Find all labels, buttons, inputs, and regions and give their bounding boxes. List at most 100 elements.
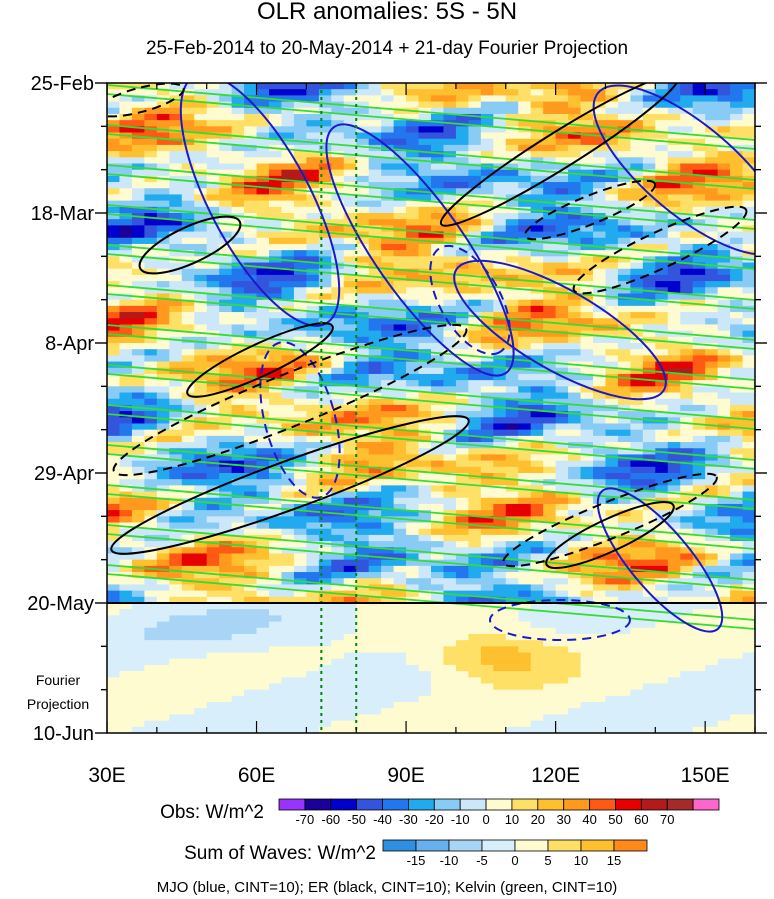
heatmap-cell (742, 213, 755, 220)
heatmap-cell (206, 404, 220, 412)
heatmap-cell (468, 386, 482, 394)
heatmap-cell (568, 120, 582, 127)
heatmap-cell (194, 448, 208, 456)
heatmap-cell (181, 138, 195, 146)
heatmap-cell (418, 367, 432, 375)
heatmap-cell (505, 274, 519, 282)
heatmap-cell (269, 603, 283, 610)
heatmap-cell (381, 95, 395, 103)
heatmap-cell (281, 237, 295, 245)
heatmap-cell (418, 206, 432, 214)
heatmap-cell (368, 206, 382, 214)
heatmap-cell (269, 386, 283, 394)
heatmap-cell (381, 188, 395, 196)
heatmap-cell (368, 132, 382, 140)
heatmap-cell (156, 596, 170, 604)
heatmap-cell (331, 237, 345, 245)
heatmap-cell (593, 485, 607, 493)
heatmap-cell (692, 534, 706, 542)
heatmap-cell (356, 83, 370, 90)
heatmap-cell (343, 200, 357, 208)
heatmap-cell (306, 503, 320, 511)
heatmap-cell (368, 355, 382, 363)
heatmap-cell (281, 120, 295, 127)
heatmap-cell (468, 287, 482, 295)
heatmap-cell (194, 411, 208, 418)
heatmap-cell (406, 120, 420, 127)
heatmap-cell (443, 454, 457, 462)
heatmap-cell (505, 237, 519, 245)
heatmap-cell (642, 274, 656, 282)
heatmap-cell (181, 565, 195, 573)
heatmap-cell (605, 411, 619, 418)
heatmap-cell (580, 516, 594, 524)
heatmap-cell (169, 491, 183, 499)
heatmap-cell (318, 392, 332, 400)
heatmap-cell (306, 126, 320, 134)
heatmap-cell (630, 225, 644, 233)
heatmap-cell (393, 138, 407, 146)
heatmap-cell (269, 417, 283, 425)
heatmap-cell (642, 646, 656, 654)
heatmap-cell (480, 373, 494, 381)
heatmap-cell (206, 466, 220, 474)
heatmap-cell (269, 120, 283, 127)
heatmap-cell (605, 361, 619, 369)
heatmap-cell (281, 423, 295, 431)
heatmap-cell (156, 144, 170, 152)
heatmap-cell (705, 219, 719, 226)
heatmap-cell (256, 398, 270, 406)
heatmap-cell (730, 312, 744, 319)
heatmap-cell (119, 373, 133, 381)
heatmap-cell (692, 188, 706, 196)
heatmap-cell (244, 287, 258, 295)
heatmap-cell (356, 584, 370, 592)
heatmap-cell (455, 268, 469, 276)
heatmap-cell (343, 126, 357, 134)
heatmap-cell (505, 243, 519, 251)
heatmap-cell (194, 200, 208, 208)
heatmap-cell (206, 157, 220, 165)
heatmap-cell (181, 182, 195, 189)
heatmap-cell (642, 169, 656, 177)
heatmap-cell (455, 603, 469, 610)
heatmap-cell (194, 206, 208, 214)
heatmap-cell (617, 169, 631, 177)
heatmap-cell (605, 442, 619, 449)
heatmap-cell (642, 95, 656, 103)
heatmap-cell (555, 89, 569, 96)
heatmap-cell (617, 572, 631, 579)
heatmap-cell (455, 454, 469, 462)
heatmap-cell (343, 503, 357, 511)
heatmap-cell (742, 497, 755, 505)
heatmap-cell (580, 627, 594, 635)
heatmap-cell (418, 547, 432, 555)
heatmap-cell (343, 194, 357, 202)
heatmap-cell (293, 572, 307, 579)
heatmap-cell (107, 380, 121, 387)
heatmap-cell (356, 305, 370, 313)
heatmap-cell (144, 182, 158, 189)
heatmap-cell (131, 677, 145, 685)
heatmap-cell (555, 305, 569, 313)
heatmap-cell (431, 454, 445, 462)
heatmap-cell (555, 299, 569, 307)
heatmap-cell (530, 132, 544, 140)
heatmap-cell (231, 126, 245, 134)
heatmap-cell (730, 448, 744, 456)
heatmap-cell (667, 485, 681, 493)
heatmap-cell (368, 442, 382, 449)
heatmap-cell (368, 609, 382, 616)
heatmap-cell (692, 590, 706, 598)
heatmap-cell (156, 485, 170, 493)
heatmap-cell (231, 442, 245, 449)
heatmap-cell (144, 262, 158, 270)
heatmap-cell (331, 392, 345, 400)
heatmap-cell (144, 633, 158, 641)
heatmap-cell (356, 281, 370, 288)
heatmap-cell (443, 652, 457, 660)
heatmap-cell (206, 132, 220, 140)
heatmap-cell (393, 287, 407, 295)
heatmap-cell (107, 163, 121, 171)
heatmap-cell (518, 627, 532, 635)
